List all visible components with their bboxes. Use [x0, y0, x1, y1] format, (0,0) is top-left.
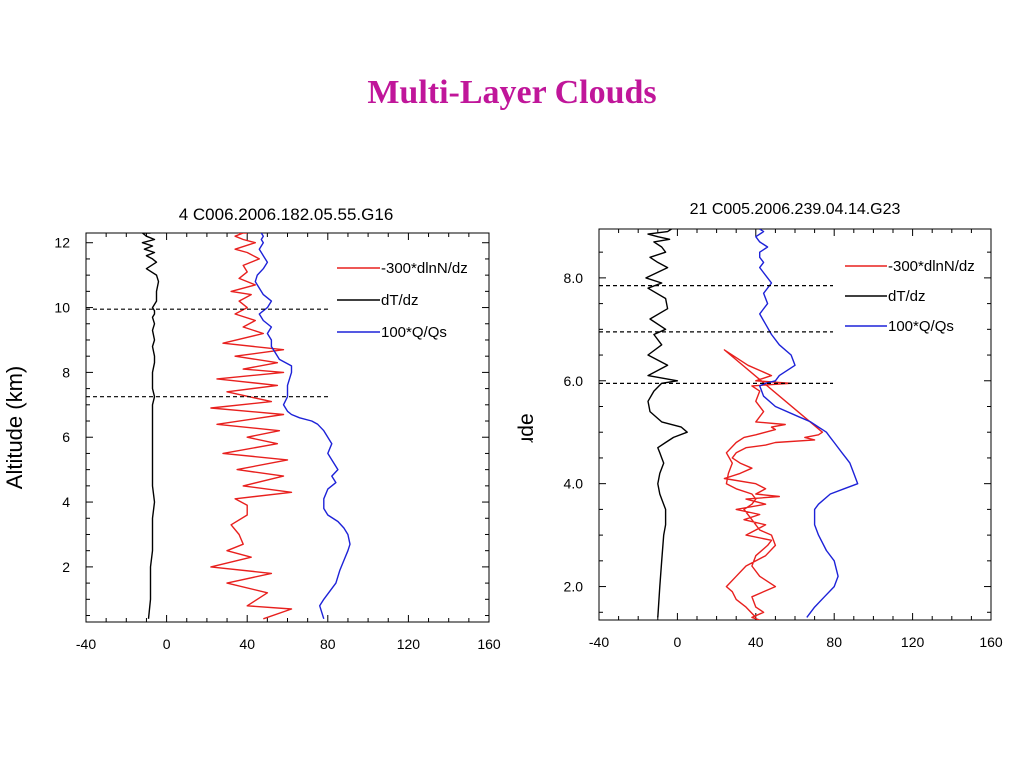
series-line-2 — [141, 233, 160, 619]
x-tick-label: 120 — [901, 634, 925, 650]
y-tick-label: 6 — [62, 429, 70, 445]
x-tick-label: 160 — [979, 634, 1003, 650]
y-tick-label: 10 — [54, 300, 70, 316]
chart-right: -40 0 40 80 120 160 2.0 4.0 6.0 8.0 21 C005.2006.2… — [515, 201, 1003, 650]
chart-title: 4 C006.2006.182.05.55.G16 — [179, 205, 394, 224]
x-tick-label: -40 — [589, 634, 609, 650]
y-tick-label: 6.0 — [564, 373, 584, 389]
x-tick-label: 40 — [748, 634, 764, 650]
y-axis-label: Altitude (km) — [515, 366, 538, 484]
legend-label: dT/dz — [888, 288, 926, 305]
plot-frame — [85, 232, 490, 623]
legend-label: -300*dlnN/dz — [381, 260, 468, 277]
y-tick-label: 2 — [62, 559, 70, 575]
plot-frame — [598, 228, 992, 621]
series-line-1 — [723, 349, 824, 620]
chart-title: 21 C005.2006.239.04.14.G23 — [690, 201, 901, 218]
chart-left: -40 0 40 80 120 160 2 4 6 8 10 12 4 C006.2006.182.05… — [2, 205, 501, 652]
x-tick-label: -40 — [76, 636, 96, 652]
series-line-3 — [254, 233, 351, 620]
legend-label: -300*dlnN/dz — [888, 258, 975, 275]
series-line-3 — [755, 229, 859, 618]
y-tick-label: 4 — [62, 494, 70, 510]
x-tick-label: 0 — [674, 634, 682, 650]
y-axis-label: Altitude (km) — [2, 366, 27, 489]
series-line-1 — [210, 233, 293, 620]
x-tick-label: 120 — [397, 636, 421, 652]
series-line-2 — [645, 229, 688, 618]
plot-area — [141, 233, 351, 620]
legend-label: dT/dz — [381, 292, 419, 309]
y-tick-label: 8 — [62, 364, 70, 380]
x-tick-label: 40 — [239, 636, 255, 652]
legend-label: 100*Q/Qs — [888, 318, 954, 335]
legend: -300*dlnN/dz dT/dz 100*Q/Qs — [337, 260, 468, 341]
y-tick-label: 4.0 — [564, 476, 584, 492]
legend-label: 100*Q/Qs — [381, 324, 447, 341]
slide-title: Multi-Layer Clouds — [367, 74, 657, 111]
y-tick-label: 12 — [54, 235, 70, 251]
x-tick-label: 0 — [163, 636, 171, 652]
x-tick-label: 80 — [320, 636, 336, 652]
legend: -300*dlnN/dz dT/dz 100*Q/Qs — [845, 258, 975, 335]
plot-area — [645, 229, 859, 620]
y-tick-label: 2.0 — [564, 579, 584, 595]
y-tick-label: 8.0 — [564, 270, 584, 286]
x-tick-label: 80 — [826, 634, 842, 650]
x-tick-label: 160 — [477, 636, 501, 652]
